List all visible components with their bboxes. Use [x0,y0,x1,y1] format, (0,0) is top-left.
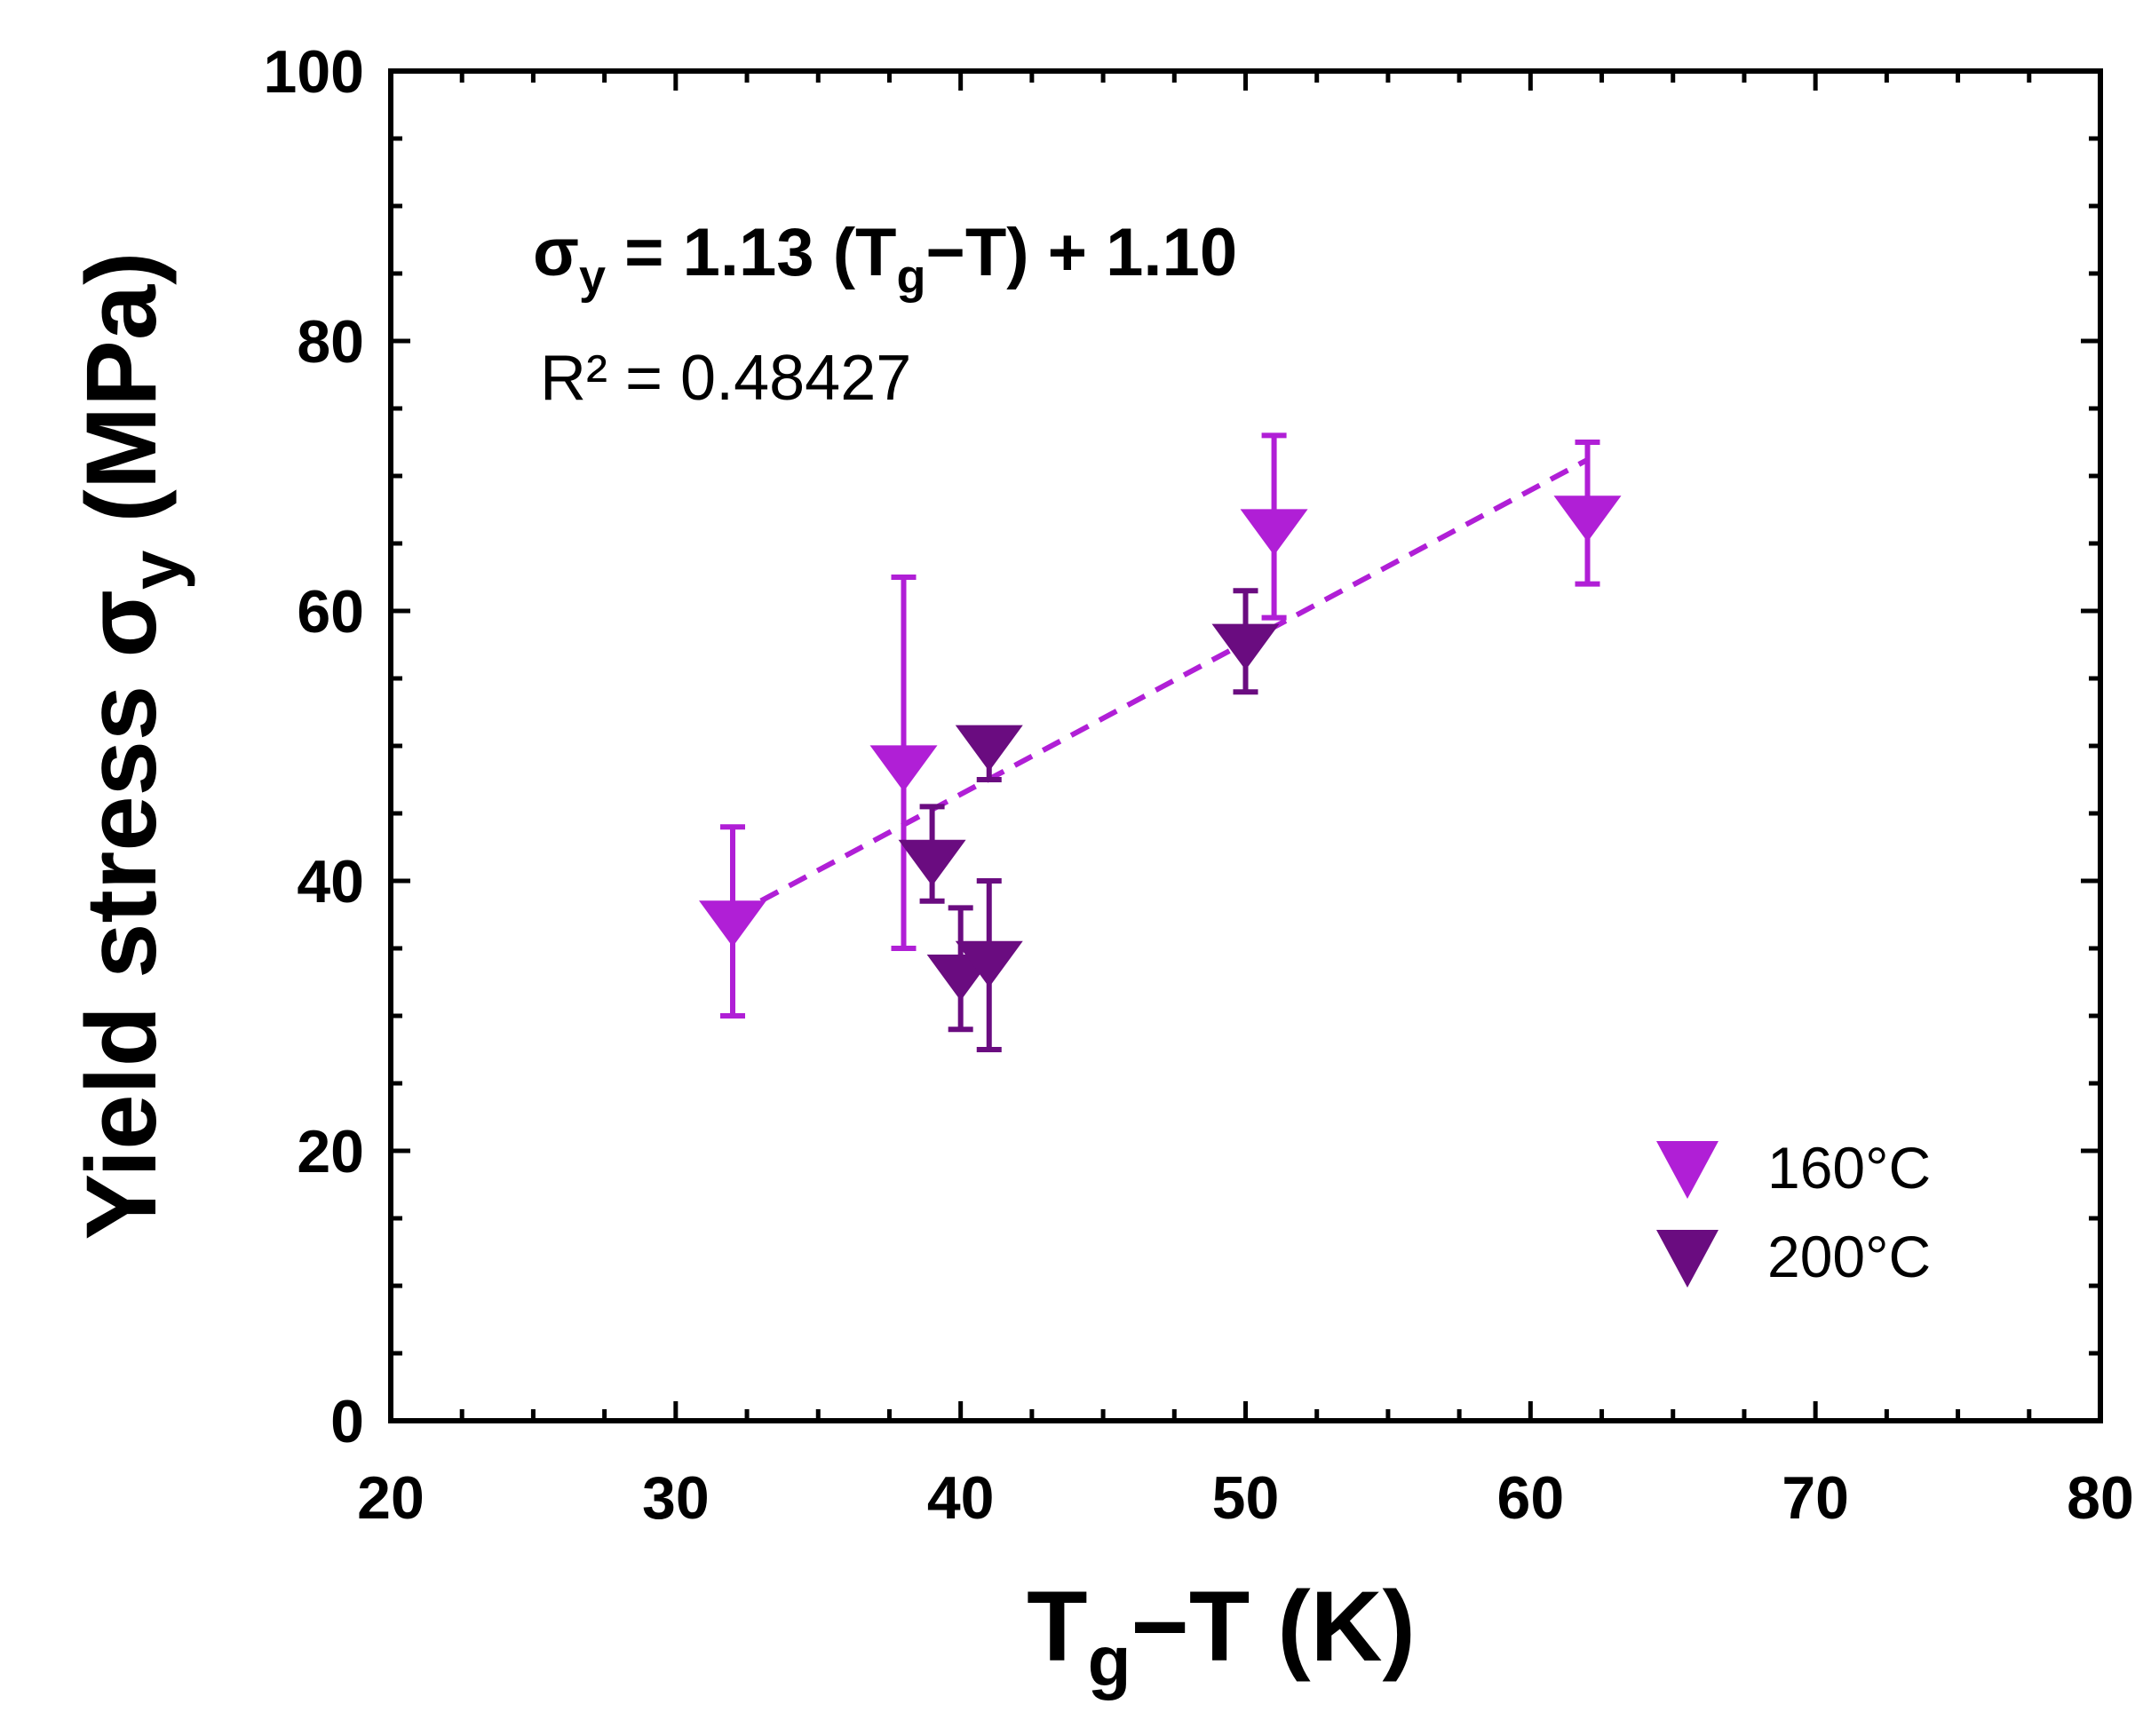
x-tick-label: 50 [1212,1464,1280,1532]
legend-label-160c: 160°C [1767,1135,1931,1201]
x-tick-label: 30 [642,1464,710,1532]
data-point-marker [898,839,966,886]
y-tick-label: 80 [297,308,364,376]
y-axis-title: Yield stress σy (MPa) [66,252,195,1241]
data-point-marker [1211,623,1280,670]
data-markers [699,495,1622,1001]
fit-layer [731,457,1589,919]
data-point-marker [955,725,1023,772]
x-tick-label: 40 [927,1464,995,1532]
plot-frame [388,68,2103,1423]
x-tick-label: 20 [357,1464,425,1532]
x-tick-label: 60 [1497,1464,1565,1532]
equation-annotation: σy = 1.13 (Tg−T) + 1.10 [533,215,1237,304]
fit-line [731,457,1589,919]
x-tick-label: 80 [2067,1464,2134,1532]
y-tick-label: 40 [297,848,364,916]
data-point-marker [955,940,1023,987]
legend-marker-160c [1656,1141,1718,1199]
legend: 160°C 200°C [1656,1135,1931,1289]
y-tick-label: 60 [297,578,364,646]
y-tick-label: 100 [264,38,364,106]
data-point-marker [869,745,938,792]
y-tick-label: 20 [297,1118,364,1185]
data-point-marker [1240,509,1308,556]
legend-marker-200c [1656,1230,1718,1288]
data-point-marker [699,900,766,947]
x-tick-label: 70 [1782,1464,1849,1532]
x-axis-title: Tg−T (K) [1027,1571,1416,1700]
data-point-marker [1553,495,1622,543]
tick-labels: 20 30 40 50 60 70 80 0 20 40 60 80 100 [264,38,2134,1532]
legend-label-200c: 200°C [1767,1224,1931,1289]
r-squared-annotation: R² = 0.48427 [540,343,911,414]
error-bars [720,432,1600,1052]
y-tick-label: 0 [330,1388,364,1455]
